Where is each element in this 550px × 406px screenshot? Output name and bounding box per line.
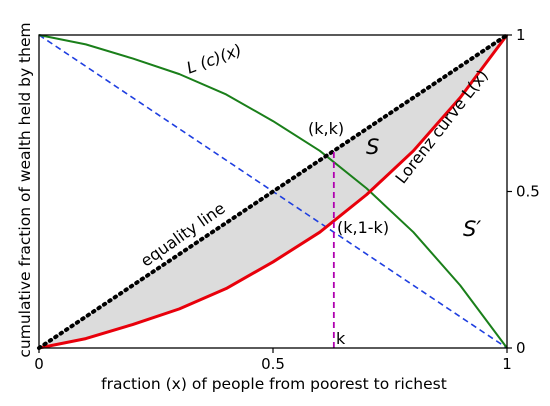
- point-k1k-label: (k,1-k): [337, 218, 389, 237]
- ticks-layer: 0 0.5 100.51: [34, 26, 540, 373]
- point-kk-label: (k,k): [308, 119, 344, 138]
- x-tick-label: 0: [34, 355, 44, 373]
- x-tick-label: 1: [502, 355, 512, 373]
- region-s-label: S: [366, 135, 379, 159]
- region-s-prime-label: S′: [463, 217, 481, 241]
- series-layer: [37, 33, 509, 350]
- y-tick-label: 1: [516, 26, 526, 44]
- series-line-lorenz-curve-l-x: [38, 34, 509, 350]
- k-tick-label: k: [336, 329, 346, 348]
- x-tick-label: 0.5: [261, 355, 285, 373]
- series-line-l-c-x: [38, 34, 508, 349]
- series-line-equality-line: [37, 33, 509, 350]
- lc-curve-label: L (c)(x): [184, 40, 244, 77]
- y-tick-label: 0.5: [516, 183, 540, 201]
- y-tick-label: 0: [516, 339, 526, 357]
- x-axis-label: fraction (x) of people from poorest to r…: [101, 375, 447, 393]
- y-axis-label: cumulative fraction of wealth held by th…: [16, 22, 34, 357]
